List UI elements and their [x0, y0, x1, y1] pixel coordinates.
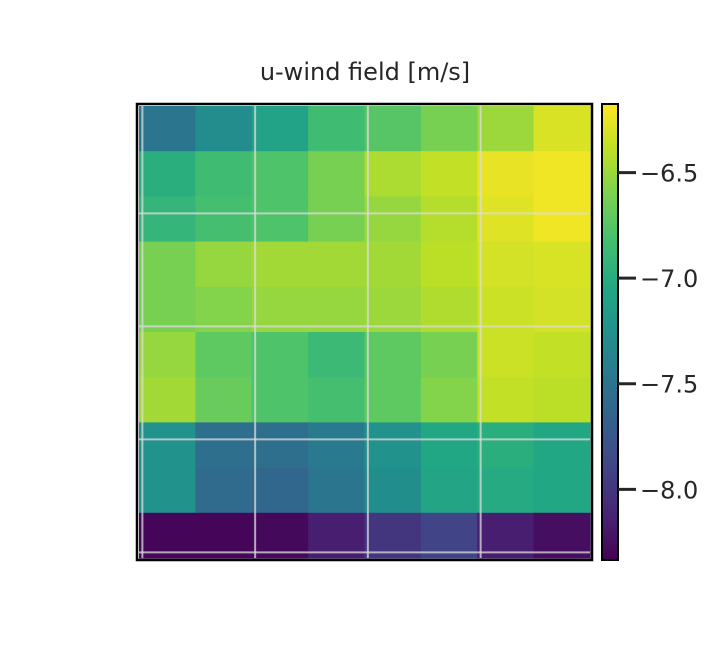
heatmap-cell: [308, 241, 366, 288]
colorbar-tick-label: −7.5: [640, 371, 698, 399]
heatmap-cell: [364, 241, 422, 288]
chart-title: u-wind field [m/s]: [260, 58, 470, 86]
heatmap-cell: [533, 241, 591, 288]
heatmap-cell: [533, 467, 591, 514]
heatmap-cell: [477, 241, 535, 288]
heatmap-cell: [139, 332, 196, 378]
heatmap-cell: [364, 377, 422, 423]
heatmap-cell: [139, 106, 196, 152]
heatmap-cell: [533, 422, 591, 469]
heatmap-cell: [251, 241, 309, 288]
heatmap-cell: [308, 512, 366, 559]
heatmap-cell: [308, 332, 366, 378]
heatmap-cell: [364, 512, 422, 559]
heatmap-cell: [420, 332, 478, 378]
heatmap-cell: [139, 377, 196, 423]
plot-frame: [135, 102, 594, 562]
heatmap-cell: [364, 196, 422, 243]
heatmap: [139, 106, 591, 559]
heatmap-cell: [251, 106, 309, 152]
heatmap-cell: [420, 196, 478, 243]
heatmap-cell: [308, 106, 366, 152]
heatmap-cell: [195, 241, 253, 288]
heatmap-cell: [139, 241, 196, 288]
heatmap-cell: [420, 377, 478, 423]
heatmap-cell: [533, 377, 591, 423]
heatmap-cell: [139, 196, 196, 243]
heatmap-cell: [477, 106, 535, 152]
heatmap-cell: [477, 286, 535, 333]
heatmap-cell: [308, 377, 366, 423]
heatmap-cell: [364, 422, 422, 469]
heatmap-cell: [420, 151, 478, 197]
heatmap-cell: [251, 286, 309, 333]
heatmap-cell: [195, 196, 253, 243]
heatmap-cell: [195, 106, 253, 152]
colorbar-tick-label: −8.0: [640, 476, 698, 504]
heatmap-cell: [477, 422, 535, 469]
heatmap-cell: [477, 332, 535, 378]
heatmap-cell: [477, 196, 535, 243]
heatmap-cell: [308, 151, 366, 197]
colorbar-ticks: −6.5 −7.0 −7.5 −8.0: [618, 160, 698, 504]
heatmap-cell: [195, 377, 253, 423]
heatmap-cell: [308, 422, 366, 469]
heatmap-cell: [364, 286, 422, 333]
heatmap-cell: [420, 422, 478, 469]
heatmap-cell: [420, 467, 478, 514]
heatmap-cell: [533, 286, 591, 333]
heatmap-cell: [251, 332, 309, 378]
heatmap-cell: [477, 151, 535, 197]
heatmap-cell: [420, 106, 478, 152]
heatmap-cell: [533, 151, 591, 197]
heatmap-cell: [308, 196, 366, 243]
heatmap-cell: [420, 241, 478, 288]
heatmap-cell: [139, 286, 196, 333]
heatmap-cell: [195, 286, 253, 333]
heatmap-cell: [477, 377, 535, 423]
heatmap-cell: [139, 467, 196, 514]
heatmap-cell: [364, 332, 422, 378]
colorbar-tick-label: −7.0: [640, 265, 698, 293]
heatmap-cell: [533, 196, 591, 243]
heatmap-cell: [477, 512, 535, 559]
heatmap-cell: [195, 332, 253, 378]
colorbar: [601, 103, 619, 561]
heatmap-cell: [533, 512, 591, 559]
heatmap-cell: [251, 512, 309, 559]
heatmap-cell: [195, 151, 253, 197]
heatmap-cell: [139, 512, 196, 559]
heatmap-cell: [139, 422, 196, 469]
heatmap-cell: [420, 286, 478, 333]
heatmap-cell: [139, 151, 196, 197]
heatmap-cell: [364, 106, 422, 152]
heatmap-cell: [251, 151, 309, 197]
heatmap-cell: [308, 286, 366, 333]
heatmap-cell: [251, 377, 309, 423]
heatmap-cell: [533, 106, 591, 152]
heatmap-cell: [364, 467, 422, 514]
heatmap-cell: [195, 512, 253, 559]
heatmap-cell: [477, 467, 535, 514]
grid: [139, 106, 590, 558]
heatmap-cell: [364, 151, 422, 197]
heatmap-cell: [251, 467, 309, 514]
heatmap-cell: [308, 467, 366, 514]
heatmap-cell: [420, 512, 478, 559]
heatmap-cell: [251, 422, 309, 469]
colorbar-tick-label: −6.5: [640, 160, 698, 188]
heatmap-cell: [195, 467, 253, 514]
heatmap-cell: [251, 196, 309, 243]
heatmap-cell: [533, 332, 591, 378]
heatmap-cell: [195, 422, 253, 469]
